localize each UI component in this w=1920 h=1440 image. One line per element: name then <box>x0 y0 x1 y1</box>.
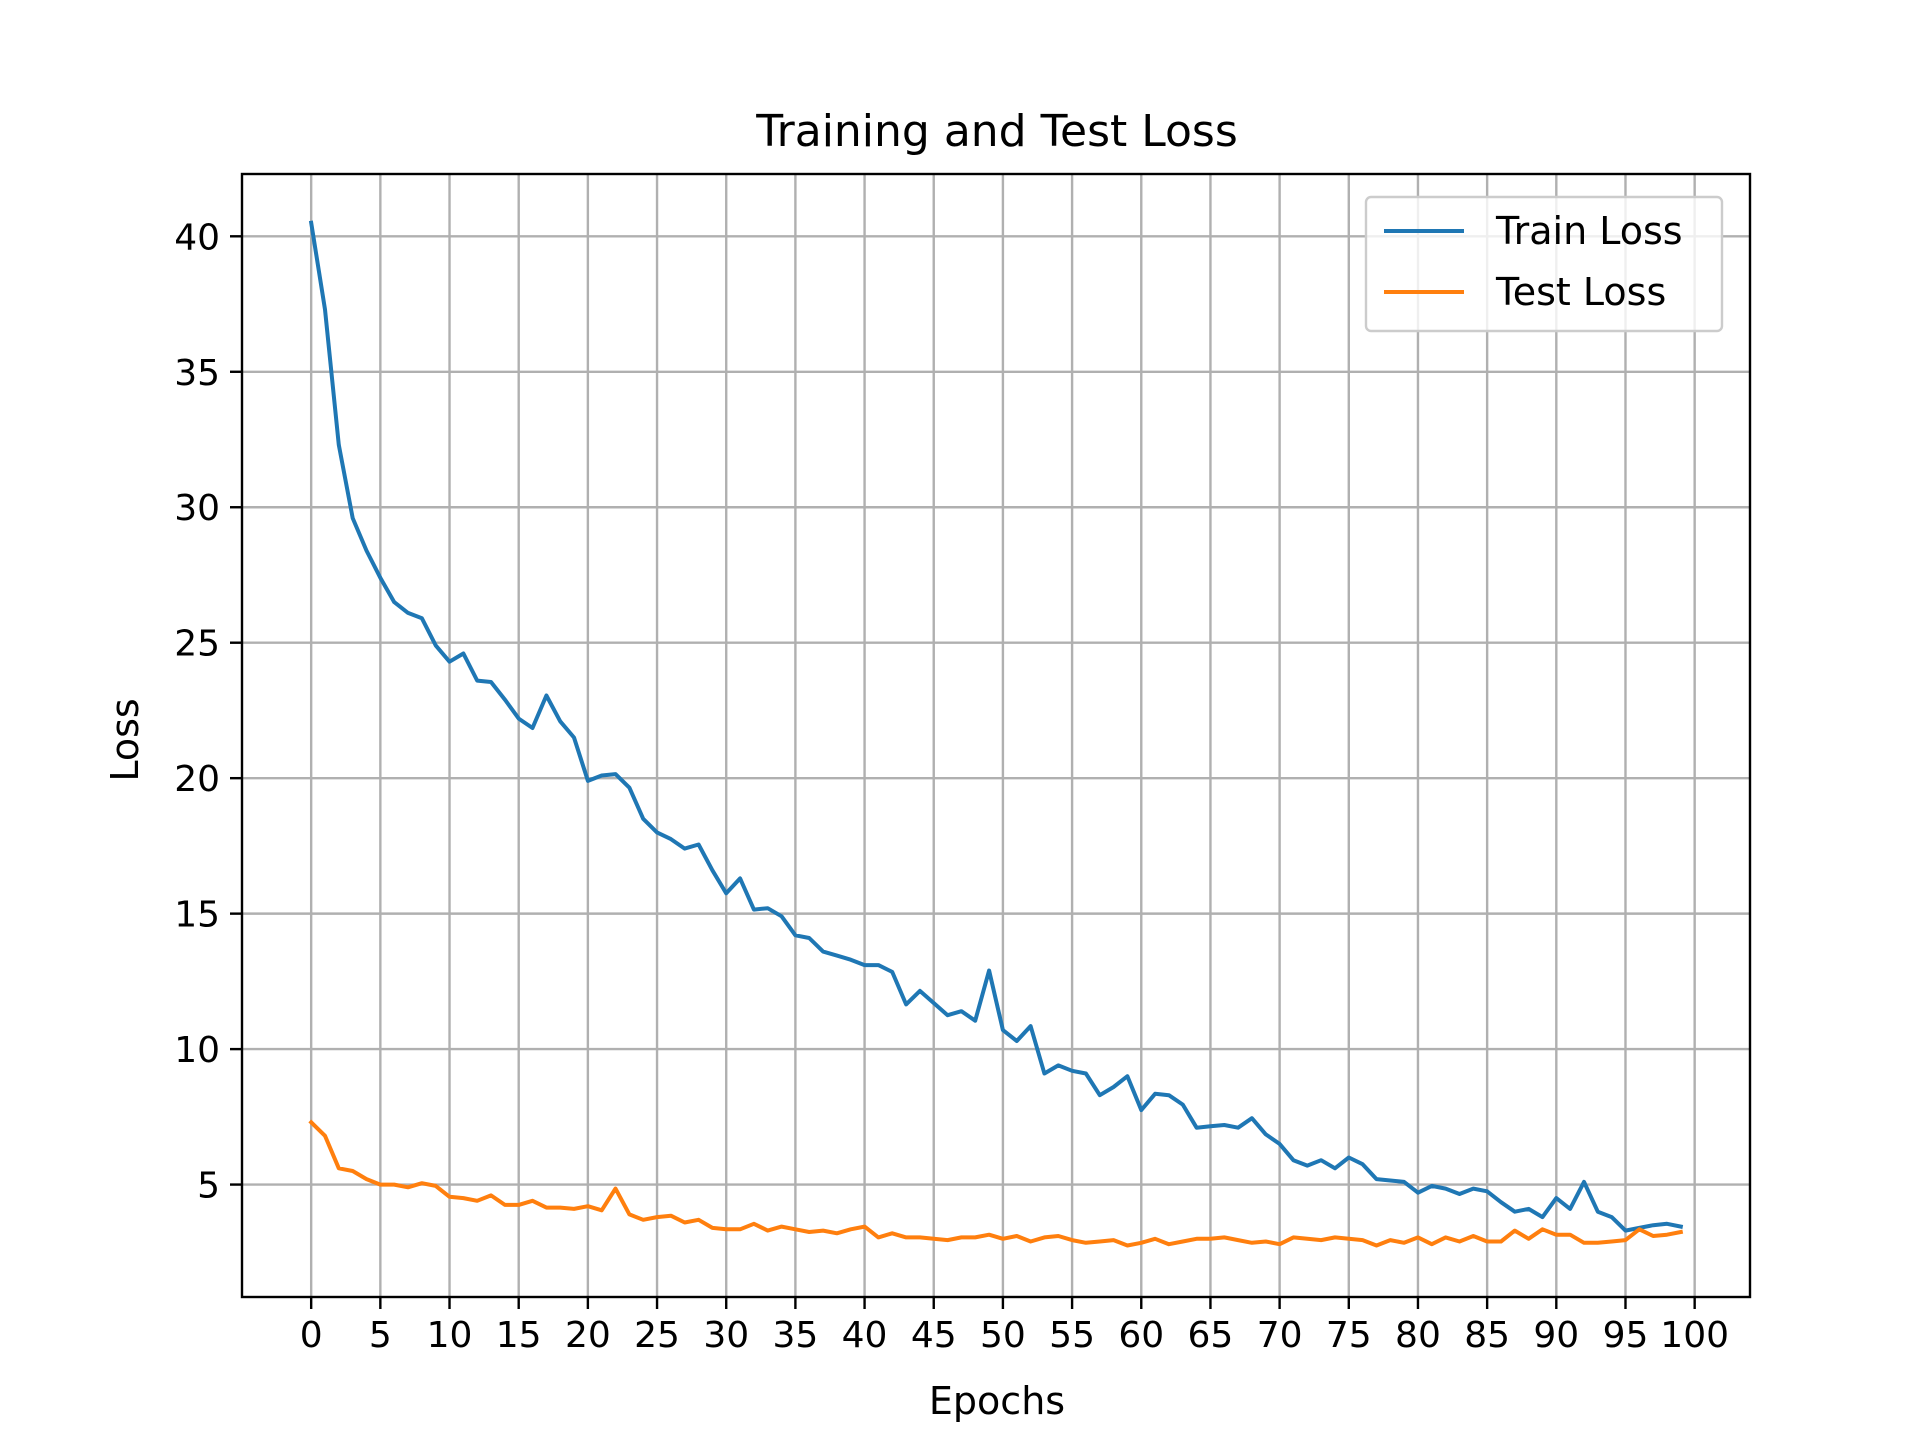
y-tick-label: 40 <box>174 217 220 258</box>
x-tick-label: 50 <box>980 1315 1026 1356</box>
y-tick-label: 15 <box>174 895 220 936</box>
chart-title: Training and Test Loss <box>755 106 1238 157</box>
y-tick-label: 5 <box>197 1166 220 1207</box>
series-line-train-loss <box>308 220 1684 1233</box>
y-tick-label: 10 <box>174 1030 220 1071</box>
legend-label-train-loss: Train Loss <box>1495 209 1683 253</box>
x-tick-label: 75 <box>1326 1315 1372 1356</box>
x-tick-label: 25 <box>634 1315 680 1356</box>
y-tick-label: 30 <box>174 488 220 529</box>
x-tick-label: 70 <box>1257 1315 1303 1356</box>
x-tick-label: 35 <box>772 1315 818 1356</box>
x-tick-label: 20 <box>565 1315 611 1356</box>
axis-ticks: 0 5 10 15 20 25 30 35 40 45 50 55 60 65 70 75 80 85 90 95 10… <box>174 217 1729 1356</box>
x-tick-label: 95 <box>1603 1315 1649 1356</box>
y-tick-label: 20 <box>174 759 220 800</box>
x-tick-label: 5 <box>369 1315 392 1356</box>
x-tick-label: 60 <box>1118 1315 1164 1356</box>
x-tick-label: 15 <box>496 1315 542 1356</box>
legend: Train Loss Test Loss <box>1364 195 1724 333</box>
x-tick-label: 55 <box>1049 1315 1095 1356</box>
x-axis-label: Epochs <box>929 1379 1065 1423</box>
y-tick-label: 35 <box>174 353 220 394</box>
x-tick-label: 45 <box>911 1315 957 1356</box>
legend-label-test-loss: Test Loss <box>1495 270 1666 314</box>
x-tick-label: 100 <box>1660 1315 1729 1356</box>
series-layer <box>308 220 1684 1248</box>
plot-frame <box>240 172 1752 1299</box>
grid-lines <box>242 174 1750 1297</box>
x-tick-label: 80 <box>1395 1315 1441 1356</box>
series-line-test-loss <box>308 1119 1684 1248</box>
y-tick-label: 25 <box>174 624 220 665</box>
x-tick-label: 85 <box>1464 1315 1510 1356</box>
x-tick-label: 0 <box>300 1315 323 1356</box>
x-tick-label: 90 <box>1533 1315 1579 1356</box>
x-tick-label: 65 <box>1188 1315 1234 1356</box>
x-tick-label: 10 <box>427 1315 473 1356</box>
x-tick-label: 40 <box>842 1315 888 1356</box>
x-tick-label: 30 <box>703 1315 749 1356</box>
y-axis-label: Loss <box>103 698 147 781</box>
